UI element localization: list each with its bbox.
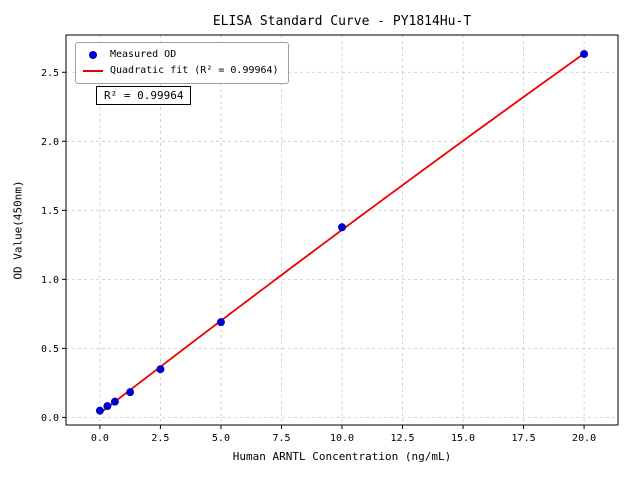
scatter-marker-icon xyxy=(89,51,97,59)
data-point xyxy=(338,223,346,232)
legend: Measured OD Quadratic fit (R² = 0.99964) xyxy=(75,42,289,84)
x-tick-label: 12.5 xyxy=(390,433,414,444)
x-tick-label: 17.5 xyxy=(512,433,536,444)
x-tick-label: 15.0 xyxy=(451,433,475,444)
y-tick-label: 2.0 xyxy=(41,137,59,148)
x-axis-label: Human ARNTL Concentration (ng/mL) xyxy=(232,450,452,463)
legend-item-measured-od: Measured OD xyxy=(83,47,279,63)
x-tick-label: 7.5 xyxy=(272,433,290,444)
x-tick-label: 0.0 xyxy=(91,433,109,444)
x-tick-label: 10.0 xyxy=(330,433,354,444)
x-tick-label: 2.5 xyxy=(151,433,169,444)
y-tick-label: 1.0 xyxy=(41,275,59,286)
y-tick-label: 2.5 xyxy=(41,68,59,79)
data-point xyxy=(156,365,165,374)
legend-label: Measured OD xyxy=(110,49,177,60)
fit-line-icon xyxy=(83,70,103,72)
legend-item-quadratic-fit: Quadratic fit (R² = 0.99964) xyxy=(83,63,279,79)
chart-title: ELISA Standard Curve - PY1814Hu-T xyxy=(212,14,472,29)
x-tick-label: 20.0 xyxy=(572,433,596,444)
data-point xyxy=(110,397,119,406)
y-tick-label: 0.5 xyxy=(41,344,59,355)
data-point xyxy=(103,402,112,411)
x-tick-label: 5.0 xyxy=(212,433,230,444)
y-tick-label: 0.0 xyxy=(41,413,59,424)
data-point xyxy=(95,406,104,415)
r-squared-annotation: R² = 0.99964 xyxy=(96,86,192,105)
y-tick-label: 1.5 xyxy=(41,206,59,217)
data-point xyxy=(216,318,225,327)
legend-label: Quadratic fit (R² = 0.99964) xyxy=(110,65,279,76)
data-point xyxy=(580,50,589,59)
data-point xyxy=(126,388,135,397)
y-axis-label: OD Value(450nm) xyxy=(11,180,25,280)
